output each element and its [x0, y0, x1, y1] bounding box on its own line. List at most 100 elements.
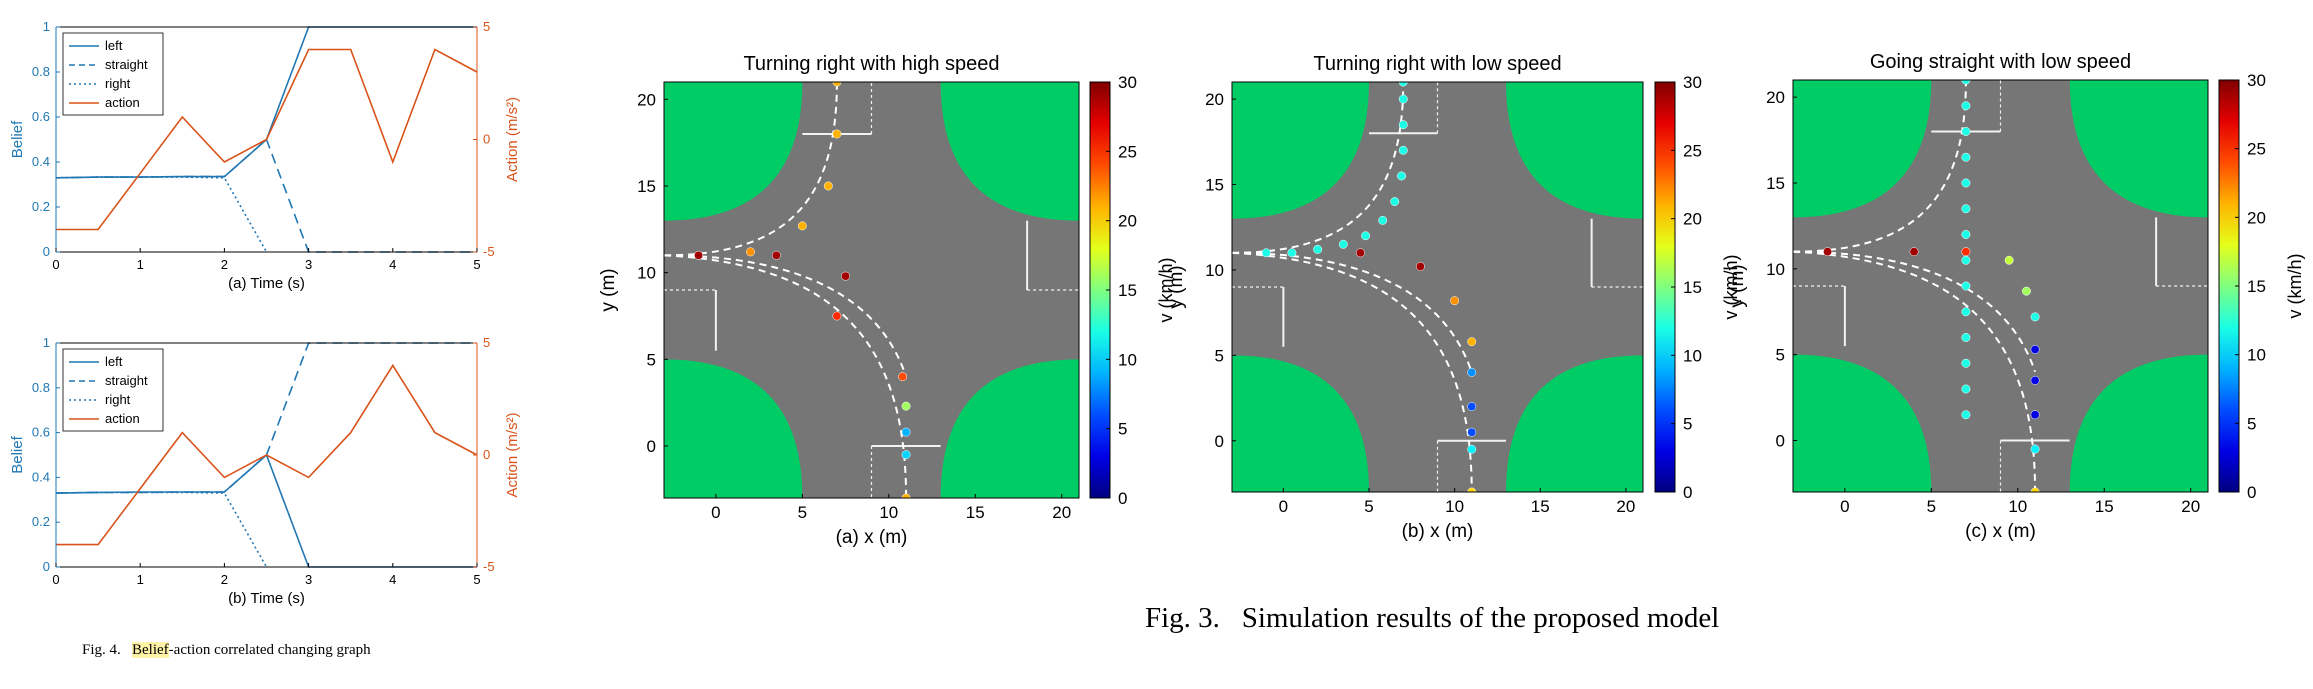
- y-tick-label: 0: [1776, 432, 1785, 451]
- trajectory-point: [2030, 375, 2040, 385]
- x-tick-label: 0: [711, 503, 720, 522]
- sim-a-chart: 0 5 10 15 20 0 5 10 15 20 Turning right with high …: [598, 53, 1176, 548]
- trajectory-point: [1467, 367, 1477, 377]
- x-tick-label: 15: [966, 503, 985, 522]
- series-line-action: [56, 48, 478, 231]
- belief-a-chart: 0 1 2 3 4 5 0 0.2 0.4 0.6 0.8 1 -5 0 5 (a) Time (s) Beli…: [9, 19, 521, 292]
- y2-tick-label: 0: [483, 447, 490, 462]
- y-axis-title: Belief: [9, 120, 26, 158]
- trajectory-point: [694, 250, 704, 260]
- y-tick-label: 0.6: [32, 109, 50, 124]
- fig4-caption: Fig. 4. Belief-action correlated changin…: [82, 642, 371, 659]
- x-axis-title: (b) Time (s): [228, 590, 305, 607]
- trajectory-point: [1415, 262, 1425, 271]
- x-tick-label: 3: [305, 572, 312, 587]
- y-tick-label: 20: [1205, 90, 1224, 109]
- route-straight-path: [664, 254, 908, 498]
- legend-label: left: [105, 354, 123, 369]
- legend-label: right: [105, 392, 131, 407]
- x-axis-title: (a) Time (s): [228, 275, 305, 292]
- trajectory-point: [1378, 215, 1388, 225]
- y-tick-label: 1: [43, 19, 50, 34]
- grass-bottom-left: [664, 359, 803, 498]
- grass-top-right: [940, 82, 1079, 221]
- fig4-highlight: Belief: [132, 642, 169, 658]
- y-tick-label: 5: [1215, 346, 1224, 365]
- plot-area: [664, 82, 1079, 498]
- trajectory-point: [841, 271, 851, 281]
- legend-label: left: [105, 38, 123, 53]
- series-line-left: [55, 453, 477, 568]
- x-tick-label: 15: [1531, 497, 1550, 516]
- colorbar-tick-label: 0: [2247, 483, 2256, 502]
- sim-b-chart: 0 5 10 15 20 0 5 10 15 20 Turning right with low s…: [1166, 53, 1741, 542]
- y-tick-label: 15: [1205, 176, 1224, 195]
- x-axis-title: (a) x (m): [836, 527, 908, 548]
- y-tick-label: 15: [1766, 174, 1785, 193]
- y-tick-label: 0.4: [32, 469, 50, 484]
- trajectory-point: [898, 372, 908, 382]
- route-right-path: [1232, 251, 1473, 373]
- plot-frame: [1231, 81, 1644, 493]
- y-tick-label: 5: [647, 350, 656, 369]
- trajectory-point: [1261, 248, 1271, 258]
- trajectory-point: [1398, 94, 1408, 104]
- colorbar-tick-label: 25: [1118, 142, 1137, 161]
- x-tick-label: 20: [2181, 497, 2200, 516]
- trajectory-point: [1961, 307, 1971, 317]
- trajectory-point: [1961, 281, 1971, 291]
- trajectory-point: [1961, 178, 1971, 188]
- grass-top-left: [664, 82, 803, 221]
- legend-label: action: [105, 411, 140, 426]
- fig3-text: Simulation results of the proposed model: [1241, 602, 1720, 634]
- colorbar-tick-label: 5: [1118, 420, 1127, 439]
- x-tick-label: 5: [1927, 497, 1936, 516]
- x-tick-label: 10: [879, 503, 898, 522]
- grass-bottom-left: [1793, 354, 1932, 492]
- colorbar-tick-label: 30: [1683, 73, 1702, 92]
- fig4-label: Fig. 4.: [82, 642, 121, 658]
- trajectory-point: [1338, 239, 1348, 249]
- colorbar-title: v (km/h): [1156, 258, 1176, 323]
- trajectory-point: [1961, 127, 1971, 136]
- chart-title: Going straight with low speed: [1870, 51, 2131, 73]
- x-tick-label: 0: [1279, 497, 1288, 516]
- trajectory-point: [901, 427, 911, 437]
- trajectory-point: [2021, 286, 2031, 296]
- trajectory-point: [1961, 384, 1971, 394]
- trajectory-point: [823, 181, 833, 191]
- x-tick-label: 5: [1364, 497, 1373, 516]
- y-axis-title: y (m): [598, 268, 619, 311]
- grass-bottom-left: [1232, 355, 1369, 492]
- trajectory-point: [832, 129, 842, 139]
- chart-title: Turning right with low speed: [1313, 53, 1561, 75]
- fig3-caption: Fig. 3. Simulation results of the propos…: [1145, 602, 1719, 635]
- x-tick-label: 0: [1840, 497, 1849, 516]
- x-tick-label: 4: [389, 257, 396, 272]
- y-tick-label: 0.2: [32, 514, 50, 529]
- trajectory-point: [1961, 204, 1971, 214]
- y-tick-label: 0: [43, 244, 50, 259]
- series-line-right: [55, 176, 268, 253]
- trajectory-point: [1397, 171, 1406, 181]
- y-tick-label: 10: [1766, 260, 1785, 279]
- x-tick-label: 1: [137, 572, 144, 587]
- trajectory-point: [1398, 145, 1408, 155]
- colorbar-title: v (km/h): [1721, 255, 1741, 320]
- trajectory-point: [771, 250, 781, 260]
- x-tick-label: 10: [2008, 497, 2027, 516]
- y-tick-label: 1: [43, 335, 50, 350]
- x-tick-label: 0: [52, 572, 59, 587]
- trajectory-point: [1961, 410, 1971, 420]
- y2-tick-label: 0: [483, 132, 490, 147]
- x-axis-title: (c) x (m): [1965, 521, 2036, 542]
- x-tick-label: 20: [1052, 503, 1071, 522]
- x-tick-label: 3: [305, 257, 312, 272]
- trajectory-point: [1961, 247, 1971, 257]
- colorbar-tick-label: 20: [1118, 212, 1137, 231]
- trajectory-point: [2030, 444, 2040, 454]
- y-tick-label: 0: [647, 437, 656, 456]
- trajectory-point: [1823, 247, 1833, 257]
